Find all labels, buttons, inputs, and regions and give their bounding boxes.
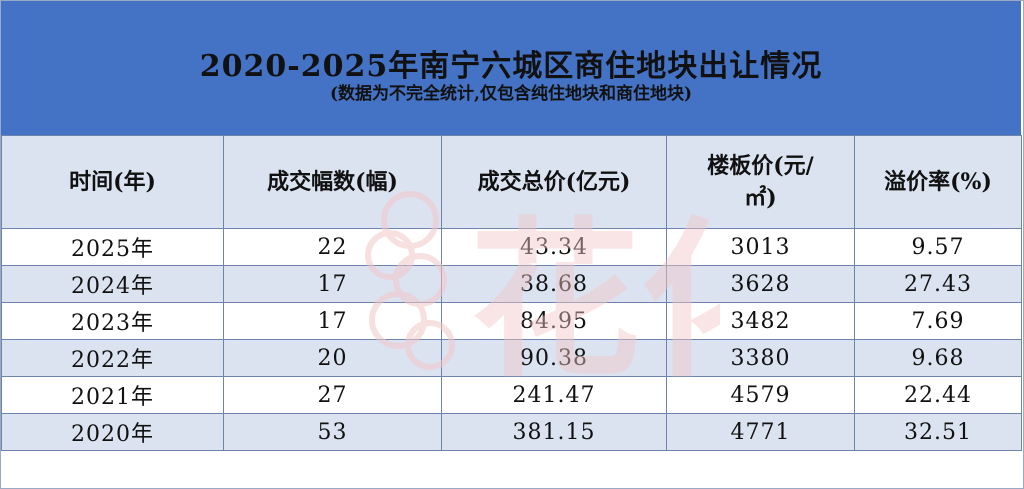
cell-year: 2024年 bbox=[1, 265, 224, 303]
cell-count: 17 bbox=[223, 302, 442, 340]
cell-year: 2025年 bbox=[1, 228, 224, 266]
title-bar: 2020-2025年南宁六城区商住地块出让情况 (数据为不完全统计,仅包含纯住地… bbox=[1, 1, 1021, 135]
cell-total-price: 43.34 bbox=[441, 228, 667, 266]
table-row: 2025年 22 43.34 3013 9.57 bbox=[1, 228, 1022, 266]
column-header-count: 成交幅数(幅) bbox=[223, 135, 442, 229]
cell-total-price: 90.38 bbox=[441, 339, 667, 377]
cell-total-price: 38.68 bbox=[441, 265, 667, 303]
cell-year: 2023年 bbox=[1, 302, 224, 340]
cell-floor-price: 3628 bbox=[666, 265, 855, 303]
table-header-row: 时间(年) 成交幅数(幅) 成交总价(亿元) 楼板价(元/㎡) 溢价率(%) bbox=[1, 135, 1022, 229]
cell-count: 53 bbox=[223, 413, 442, 451]
cell-premium-rate: 9.68 bbox=[854, 339, 1022, 377]
column-header-floor-price: 楼板价(元/㎡) bbox=[666, 135, 855, 229]
column-header-premium-rate: 溢价率(%) bbox=[854, 135, 1022, 229]
cell-total-price: 241.47 bbox=[441, 376, 667, 414]
cell-premium-rate: 9.57 bbox=[854, 228, 1022, 266]
table-row: 2023年 17 84.95 3482 7.69 bbox=[1, 302, 1022, 340]
cell-premium-rate: 32.51 bbox=[854, 413, 1022, 451]
cell-total-price: 381.15 bbox=[441, 413, 667, 451]
cell-premium-rate: 27.43 bbox=[854, 265, 1022, 303]
data-table: 时间(年) 成交幅数(幅) 成交总价(亿元) 楼板价(元/㎡) 溢价率(%) 2… bbox=[1, 135, 1022, 451]
table-row: 2020年 53 381.15 4771 32.51 bbox=[1, 413, 1022, 451]
cell-count: 22 bbox=[223, 228, 442, 266]
cell-count: 17 bbox=[223, 265, 442, 303]
page-title: 2020-2025年南宁六城区商住地块出让情况 bbox=[199, 49, 823, 84]
cell-floor-price: 4771 bbox=[666, 413, 855, 451]
cell-floor-price: 3380 bbox=[666, 339, 855, 377]
table-row: 2021年 27 241.47 4579 22.44 bbox=[1, 376, 1022, 414]
table-row: 2024年 17 38.68 3628 27.43 bbox=[1, 265, 1022, 303]
cell-count: 20 bbox=[223, 339, 442, 377]
cell-year: 2020年 bbox=[1, 413, 224, 451]
cell-year: 2022年 bbox=[1, 339, 224, 377]
column-header-total-price: 成交总价(亿元) bbox=[441, 135, 667, 229]
cell-count: 27 bbox=[223, 376, 442, 414]
cell-year: 2021年 bbox=[1, 376, 224, 414]
cell-total-price: 84.95 bbox=[441, 302, 667, 340]
page-subtitle: (数据为不完全统计,仅包含纯住地块和商住地块) bbox=[329, 84, 692, 104]
cell-premium-rate: 7.69 bbox=[854, 302, 1022, 340]
cell-floor-price: 3482 bbox=[666, 302, 855, 340]
cell-floor-price: 3013 bbox=[666, 228, 855, 266]
corner-watermark: 大众之选 bbox=[8, 461, 64, 477]
cell-premium-rate: 22.44 bbox=[854, 376, 1022, 414]
table-row: 2022年 20 90.38 3380 9.68 bbox=[1, 339, 1022, 377]
cell-floor-price: 4579 bbox=[666, 376, 855, 414]
column-header-year: 时间(年) bbox=[1, 135, 224, 229]
